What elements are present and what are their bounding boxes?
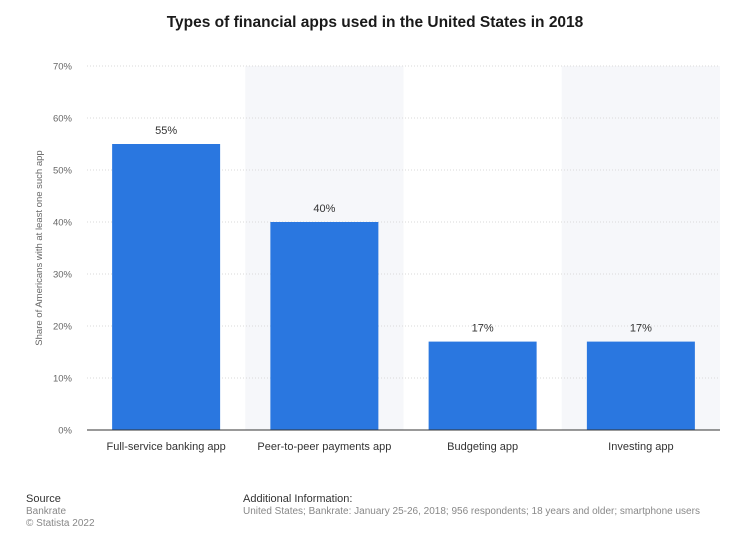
- x-category-label: Peer-to-peer payments app: [257, 441, 391, 453]
- y-tick-label: 40%: [53, 218, 73, 229]
- bar: [586, 341, 695, 430]
- y-tick-label: 30%: [53, 270, 73, 281]
- bar-value-label: 17%: [630, 323, 652, 335]
- bar-value-label: 55%: [155, 125, 177, 137]
- additional-info-heading: Additional Information:: [243, 493, 353, 505]
- x-category-label: Budgeting app: [447, 441, 518, 453]
- y-tick-label: 70%: [53, 62, 73, 73]
- y-tick-label: 0%: [58, 426, 72, 437]
- y-tick-label: 60%: [53, 114, 73, 125]
- bar: [112, 144, 221, 430]
- x-category-label: Full-service banking app: [107, 441, 226, 453]
- y-axis-title: Share of Americans with at least one suc…: [34, 150, 45, 345]
- source-name: Bankrate: [26, 506, 67, 517]
- bar-chart: 0% 10% 20% 30% 40% 50% 60% 70% Share of American…: [34, 62, 720, 453]
- source-heading: Source: [26, 493, 61, 505]
- copyright-text: © Statista 2022: [26, 518, 95, 529]
- source-block: Source Bankrate © Statista 2022: [26, 493, 95, 530]
- y-tick-label: 10%: [53, 374, 73, 385]
- additional-info-block: Additional Information: United States; B…: [243, 493, 700, 518]
- x-category-label: Investing app: [608, 441, 673, 453]
- bar: [270, 222, 379, 430]
- bar-value-label: 17%: [472, 323, 494, 335]
- chart-title: Types of financial apps used in the Unit…: [166, 14, 584, 31]
- y-tick-label: 20%: [53, 322, 73, 333]
- y-tick-label: 50%: [53, 166, 73, 177]
- additional-info-text: United States; Bankrate: January 25-26, …: [243, 506, 700, 517]
- bar-value-label: 40%: [313, 203, 335, 215]
- bar: [428, 341, 537, 430]
